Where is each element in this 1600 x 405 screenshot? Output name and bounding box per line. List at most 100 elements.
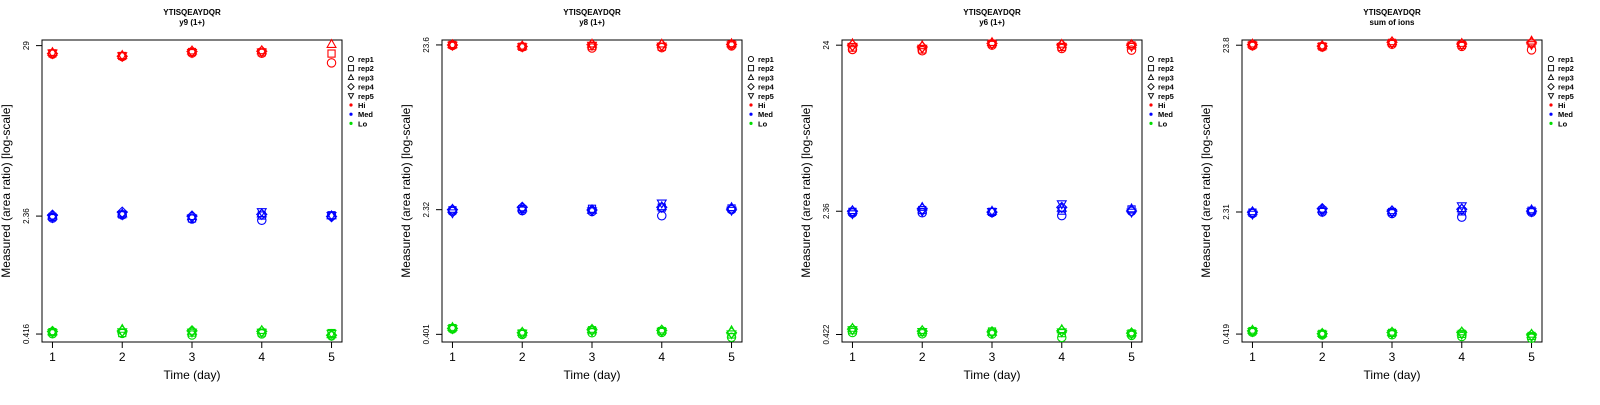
data-point-med-rep5 xyxy=(1456,202,1468,212)
data-point-hi-rep5 xyxy=(1247,41,1258,52)
plot-frame xyxy=(441,39,743,343)
x-tick-label: 1 xyxy=(1249,350,1256,364)
data-point-hi-rep5 xyxy=(186,49,198,59)
data-point-med-rep4 xyxy=(846,205,859,218)
data-point-hi-rep3 xyxy=(116,49,128,59)
data-point-hi-rep5 xyxy=(726,41,737,51)
legend-marker-rep1 xyxy=(1547,55,1555,63)
data-point-med-rep4 xyxy=(916,203,929,215)
data-point-med-rep3 xyxy=(1056,202,1068,212)
legend-label-lo: Lo xyxy=(758,119,768,128)
data-point-med-rep5 xyxy=(986,208,998,218)
x-tick-label: 1 xyxy=(49,350,56,364)
legend-dot-hi xyxy=(749,103,753,107)
data-point-med-rep4 xyxy=(255,208,268,221)
data-point-hi-rep3 xyxy=(726,37,737,48)
legend-marker-rep1 xyxy=(347,55,355,63)
data-point-med-rep4 xyxy=(655,201,668,214)
legend-label-rep1: rep1 xyxy=(758,55,774,64)
data-point-lo-rep5 xyxy=(1247,328,1258,338)
data-point-lo-rep3 xyxy=(516,326,528,336)
data-point-med-rep5 xyxy=(1386,209,1398,219)
legend-dot-lo xyxy=(1149,121,1153,125)
legend-dot-med xyxy=(349,112,353,116)
legend-label-hi: Hi xyxy=(1158,101,1166,110)
chart-title: YTISQEAYDQR xyxy=(163,8,221,17)
legend-label-rep3: rep3 xyxy=(758,73,774,82)
y-tick-label: 23.6 xyxy=(422,37,431,53)
data-point-lo-rep5 xyxy=(326,329,337,340)
data-point-med-rep5 xyxy=(847,210,858,220)
data-point-med-rep4 xyxy=(1316,202,1329,215)
data-point-hi-rep1 xyxy=(1126,45,1137,55)
data-point-med-rep3 xyxy=(586,204,598,214)
data-point-med-rep3 xyxy=(847,204,858,215)
data-point-hi-rep2 xyxy=(327,49,336,58)
plot-frame xyxy=(41,39,343,343)
data-point-lo-rep3 xyxy=(656,324,668,334)
data-point-lo-rep5 xyxy=(256,328,268,339)
x-tick-label: 2 xyxy=(519,350,526,364)
legend-marker-rep5 xyxy=(1547,93,1555,100)
legend-marker-rep4 xyxy=(1547,82,1555,91)
data-point-hi-rep5 xyxy=(986,40,998,51)
legend-marker-rep4 xyxy=(1147,82,1155,91)
x-axis-label: Time (day) xyxy=(1364,368,1421,382)
x-tick-label: 3 xyxy=(989,350,996,364)
data-point-med-rep5 xyxy=(47,214,58,224)
data-point-lo-rep5 xyxy=(586,327,598,337)
data-point-hi-rep5 xyxy=(516,43,528,53)
legend-dot-hi xyxy=(1149,103,1153,107)
x-tick-label: 5 xyxy=(328,350,335,364)
x-tick-label: 1 xyxy=(449,350,456,364)
data-point-med-rep4 xyxy=(116,206,129,218)
x-tick-label: 4 xyxy=(1458,350,1465,364)
legend-label-rep1: rep1 xyxy=(1558,55,1574,64)
legend-label-rep5: rep5 xyxy=(1558,92,1574,101)
data-point-med-rep5 xyxy=(447,209,458,219)
data-point-lo-rep5 xyxy=(916,328,928,338)
legend-label-rep5: rep5 xyxy=(358,92,374,101)
legend-marker-rep2 xyxy=(1547,65,1555,72)
legend-marker-rep3 xyxy=(1547,73,1555,80)
legend-marker-rep5 xyxy=(347,93,355,100)
legend-dot-lo xyxy=(1549,121,1553,125)
data-point-hi-rep3 xyxy=(1247,38,1258,48)
data-point-lo-rep3 xyxy=(47,325,58,336)
legend-label-rep4: rep4 xyxy=(1558,83,1575,92)
data-point-hi-rep1 xyxy=(1526,45,1537,55)
data-point-hi-rep2 xyxy=(448,40,457,50)
legend-marker-rep3 xyxy=(1147,73,1155,80)
data-point-med-rep3 xyxy=(186,210,198,221)
y-tick-label: 0.419 xyxy=(1222,324,1231,345)
legend-dot-med xyxy=(1149,112,1153,116)
y-tick-label: 23.8 xyxy=(1222,37,1231,53)
data-point-lo-rep5 xyxy=(116,328,128,338)
legend-label-rep3: rep3 xyxy=(1558,73,1574,82)
data-point-lo-rep1 xyxy=(1057,332,1067,343)
data-point-med-rep4 xyxy=(1055,201,1068,214)
data-point-lo-rep1 xyxy=(1457,331,1467,342)
legend-marker-rep2 xyxy=(347,65,355,72)
data-point-hi-rep5 xyxy=(447,41,458,52)
data-point-hi-rep1 xyxy=(587,43,597,53)
chart-title: YTISQEAYDQR xyxy=(563,8,621,17)
data-point-med-rep3 xyxy=(447,203,458,213)
legend-label-rep1: rep1 xyxy=(1158,55,1174,64)
data-point-med-rep5 xyxy=(256,208,268,218)
data-point-lo-rep4 xyxy=(325,329,338,342)
x-tick-label: 2 xyxy=(919,350,926,364)
legend-marker-rep2 xyxy=(1147,65,1155,72)
legend-label-rep5: rep5 xyxy=(1158,92,1174,101)
legend-dot-hi xyxy=(1549,103,1553,107)
chart-title: YTISQEAYDQR xyxy=(1363,8,1421,17)
data-point-hi-rep5 xyxy=(1056,42,1068,53)
data-point-hi-rep3 xyxy=(447,38,458,49)
data-point-hi-rep3 xyxy=(586,38,598,48)
data-point-lo-rep5 xyxy=(186,328,198,339)
legend-label-rep5: rep5 xyxy=(758,92,774,101)
data-point-lo-rep3 xyxy=(1247,324,1258,334)
data-point-med-rep5 xyxy=(1126,208,1137,219)
